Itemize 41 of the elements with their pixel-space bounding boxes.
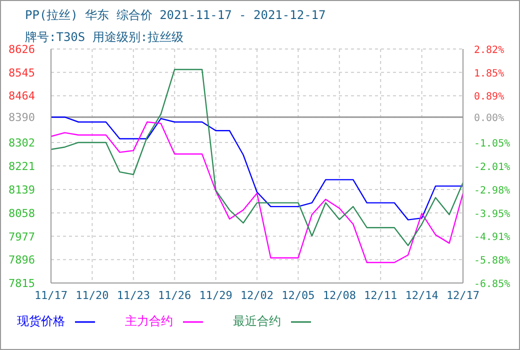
legend-label: 最近合约 [233, 313, 282, 330]
y-tick-label: 7815 [8, 277, 35, 290]
x-tick-label: 11/23 [116, 288, 150, 302]
y-tick-label: 8221 [8, 160, 35, 173]
x-tick-label: 12/02 [240, 288, 274, 302]
legend-label: 现货价格 [17, 313, 66, 330]
x-tick-label: 11/29 [199, 288, 232, 302]
y2-tick-label: -5.88% [474, 256, 510, 267]
y2-tick-label: -3.95% [474, 208, 510, 220]
y-tick-label: 8139 [8, 184, 35, 197]
x-tick-label: 11/20 [76, 288, 109, 302]
y2-tick-label: -4.91% [474, 232, 510, 244]
y-tick-label: 7896 [8, 254, 35, 267]
y-tick-label: 7977 [8, 230, 35, 244]
x-tick-label: 12/17 [446, 288, 480, 302]
x-tick-label: 12/11 [364, 288, 398, 302]
y2-tick-label: -6.85% [474, 279, 510, 290]
x-tick-label: 11/26 [158, 288, 192, 302]
x-tick-label: 12/08 [322, 288, 356, 302]
y2-tick-label: -2.01% [474, 162, 510, 173]
chart-subtitle: 牌号:T30S 用途级别:拉丝级 [25, 29, 184, 44]
y-tick-label: 8058 [8, 206, 35, 220]
y-tick-label: 8626 [8, 43, 35, 56]
line-series [51, 121, 463, 264]
legend-label: 主力合约 [125, 313, 174, 330]
x-tick-label: 12/05 [282, 288, 315, 302]
y-tick-label: 8545 [8, 66, 35, 80]
y-tick-label: 8302 [8, 136, 35, 150]
x-tick-label: 12/14 [405, 288, 439, 302]
y-tick-label: 8464 [8, 90, 36, 103]
line-series [51, 68, 463, 246]
y2-tick-label: 0.89% [474, 92, 504, 103]
y2-tick-label: 2.82% [474, 45, 504, 56]
y2-tick-label: -1.05% [474, 138, 510, 150]
chart-title: PP(拉丝) 华东 综合价 2021-11-17 - 2021-12-17 [25, 7, 326, 24]
x-tick-label: 11/17 [34, 288, 68, 302]
y-tick-label: 8390 [8, 111, 35, 124]
line-series [51, 116, 463, 220]
y2-tick-label: -2.98% [474, 185, 510, 196]
y2-tick-label: 1.85% [474, 68, 504, 80]
y2-tick-label: 0.00% [474, 113, 504, 124]
